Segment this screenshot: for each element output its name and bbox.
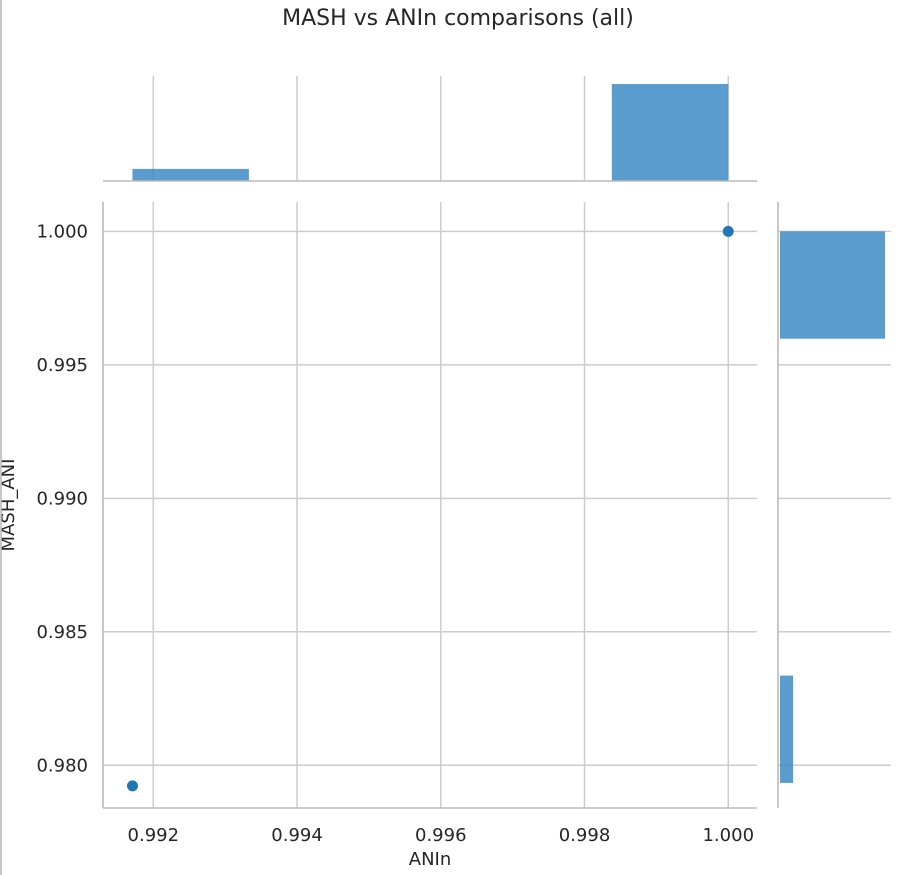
y-tick-label: 1.000 [36,221,88,242]
x-tick-label: 1.000 [702,825,754,846]
x-tick-label: 0.992 [128,825,180,846]
chart-title: MASH vs ANIn comparisons (all) [282,6,634,31]
right-histogram-bar [780,231,885,339]
top-histogram-bar [132,168,249,181]
top-histogram-bar [611,84,729,181]
x-tick-label: 0.996 [415,825,467,846]
y-axis-label: MASH_ANI [0,459,19,552]
scatter-plot-area: 0.992 0.994 0.996 0.998 1.000 0.980 0.985 0.990… [36,202,757,846]
y-tick-label: 0.980 [36,755,88,776]
scatter-point [126,780,138,792]
x-tick-label: 0.998 [559,825,611,846]
y-tick-label: 0.990 [36,488,88,509]
right-marginal-histogram [777,202,891,808]
x-axis-label: ANIn [409,849,452,870]
right-histogram-bar [780,675,794,783]
y-tick-label: 0.985 [36,622,88,643]
top-marginal-histogram [103,76,757,182]
y-tick-label: 0.995 [36,355,88,376]
x-tick-label: 0.994 [271,825,323,846]
scatter-point [722,225,734,237]
